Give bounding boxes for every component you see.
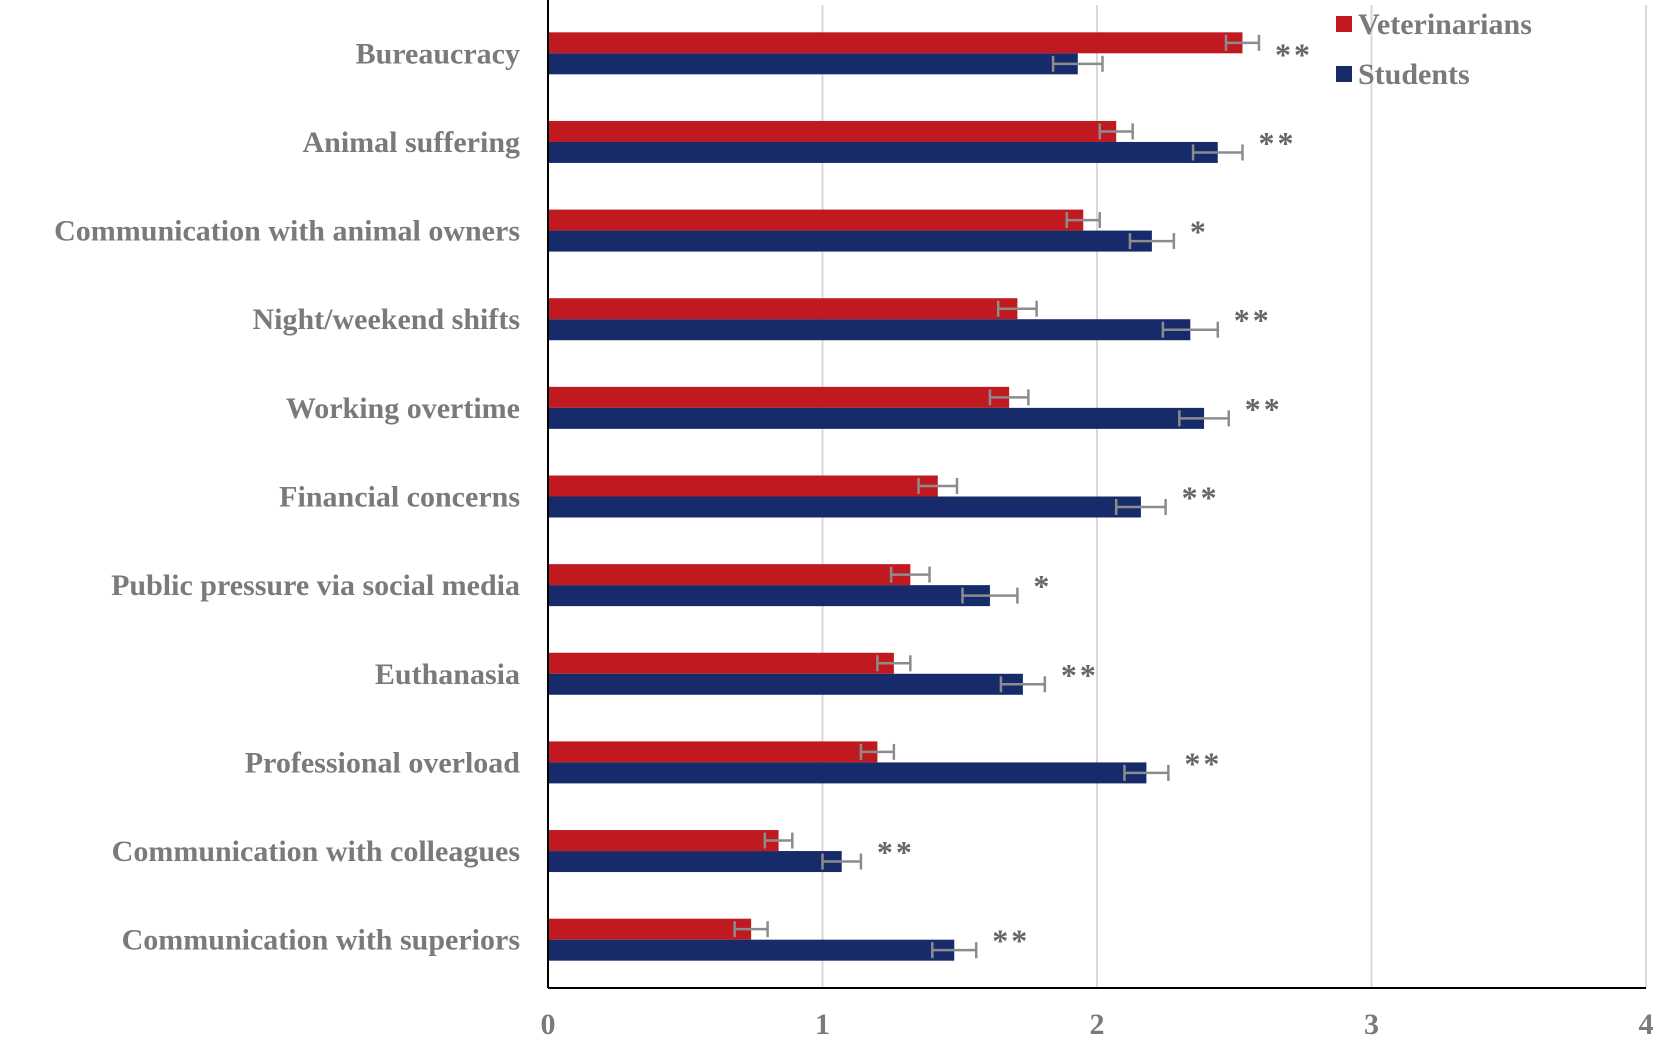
bar-veterinarians [548, 32, 1243, 54]
category-label: Public pressure via social media [111, 569, 520, 602]
bar-veterinarians [548, 652, 894, 674]
bar-students [548, 407, 1205, 429]
category-label: Bureaucracy [356, 37, 520, 70]
bar-veterinarians [548, 918, 752, 940]
x-tick-label: 1 [815, 1008, 830, 1041]
category-label: Working overtime [286, 392, 520, 425]
x-tick-label: 3 [1364, 1008, 1379, 1041]
bar-veterinarians [548, 741, 878, 763]
category-label: Communication with colleagues [112, 835, 520, 868]
legend-swatch-students [1336, 66, 1352, 82]
bar-veterinarians [548, 298, 1018, 320]
axes [547, 0, 1646, 989]
significance-marker: ** [1184, 745, 1222, 781]
significance-marker: * [1190, 214, 1209, 250]
bar-students [548, 53, 1078, 75]
x-tick-label: 0 [541, 1008, 556, 1041]
bar-students [548, 851, 842, 873]
error-bars [733, 34, 1261, 959]
category-label: Communication with animal owners [54, 215, 520, 248]
category-label: Professional overload [245, 746, 521, 779]
legend-label: Veterinarians [1358, 8, 1532, 41]
category-labels: Bureaucracy Animal suffering Communication… [54, 37, 520, 956]
bar-veterinarians [548, 386, 1010, 408]
category-label: Financial concerns [279, 481, 520, 514]
significance-marker: ** [877, 834, 915, 870]
bar-veterinarians [548, 564, 911, 586]
significance-marker: ** [992, 923, 1030, 959]
legend-swatch-veterinarians [1336, 16, 1352, 32]
x-tick-label: 4 [1639, 1008, 1654, 1041]
significance-marker: ** [1245, 391, 1283, 427]
significance-marker: ** [1182, 480, 1220, 516]
bars [548, 32, 1243, 961]
legend-label: Students [1358, 58, 1470, 91]
bar-students [548, 230, 1152, 252]
bar-students [548, 939, 955, 961]
bar-veterinarians [548, 475, 938, 497]
category-label: Animal suffering [303, 126, 521, 159]
bar-students [548, 673, 1023, 695]
tick-labels: 0 1 2 3 4 [541, 1008, 1654, 1041]
category-label: Communication with superiors [122, 924, 520, 957]
bar-students [548, 762, 1147, 784]
bar-students [548, 319, 1191, 341]
bar-students [548, 496, 1141, 518]
bar-students [548, 585, 990, 607]
significance-markers: ******************** [877, 36, 1313, 959]
bar-veterinarians [548, 209, 1084, 231]
significance-marker: ** [1234, 302, 1272, 338]
significance-marker: ** [1061, 657, 1099, 693]
bar-veterinarians [548, 120, 1117, 142]
category-label: Euthanasia [375, 658, 520, 691]
significance-marker: ** [1258, 125, 1296, 161]
significance-marker: ** [1275, 36, 1313, 72]
x-tick-label: 2 [1090, 1008, 1105, 1041]
category-label: Night/weekend shifts [252, 303, 520, 336]
legend: Veterinarians Students [1336, 8, 1532, 91]
significance-marker: * [1033, 568, 1052, 604]
bar-students [548, 141, 1218, 163]
bar-veterinarians [548, 830, 779, 852]
